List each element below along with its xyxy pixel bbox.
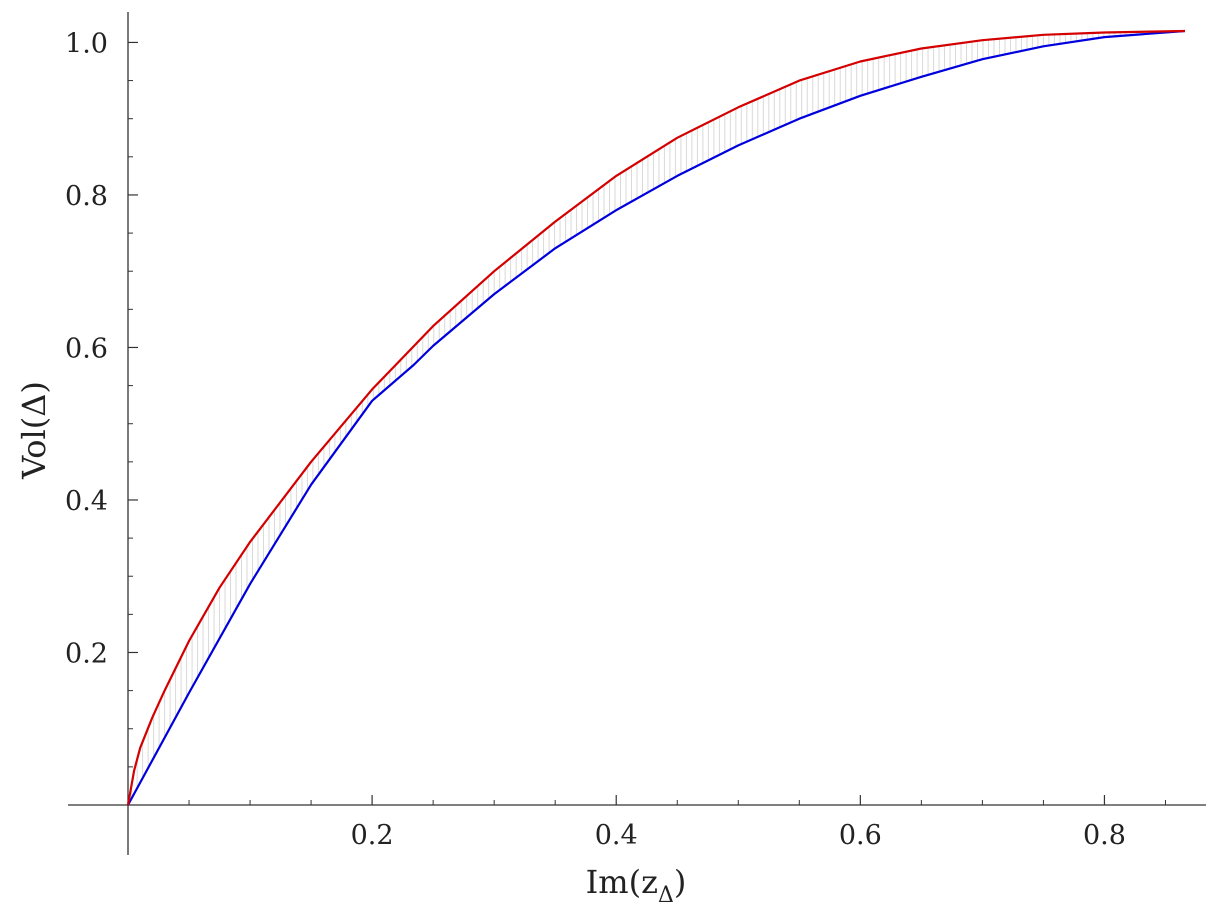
y-tick-label: 0.6 [65,333,108,364]
x-tick-label: 0.8 [1083,820,1126,851]
lower-bound-curve [127,29,1186,806]
x-tick-label: 0.2 [351,820,394,851]
y-axis-title: Vol(Δ) [15,381,53,480]
ticks: 0.2 0.4 0.6 0.8 0.2 0.4 0.6 0.8 1.0 [65,28,1166,851]
y-tick-label: 0.4 [65,486,108,517]
series [126,29,1186,806]
x-tick-label: 0.4 [595,820,638,851]
fill-region [131,31,1171,799]
upper-bound-curve [126,29,1186,806]
y-tick-label: 0.2 [65,638,108,669]
axes [68,12,1206,855]
y-tick-label: 1.0 [65,28,108,59]
x-axis-title: Im(zΔ) [586,863,687,908]
y-tick-label: 0.8 [65,181,108,212]
x-tick-label: 0.6 [839,820,882,851]
